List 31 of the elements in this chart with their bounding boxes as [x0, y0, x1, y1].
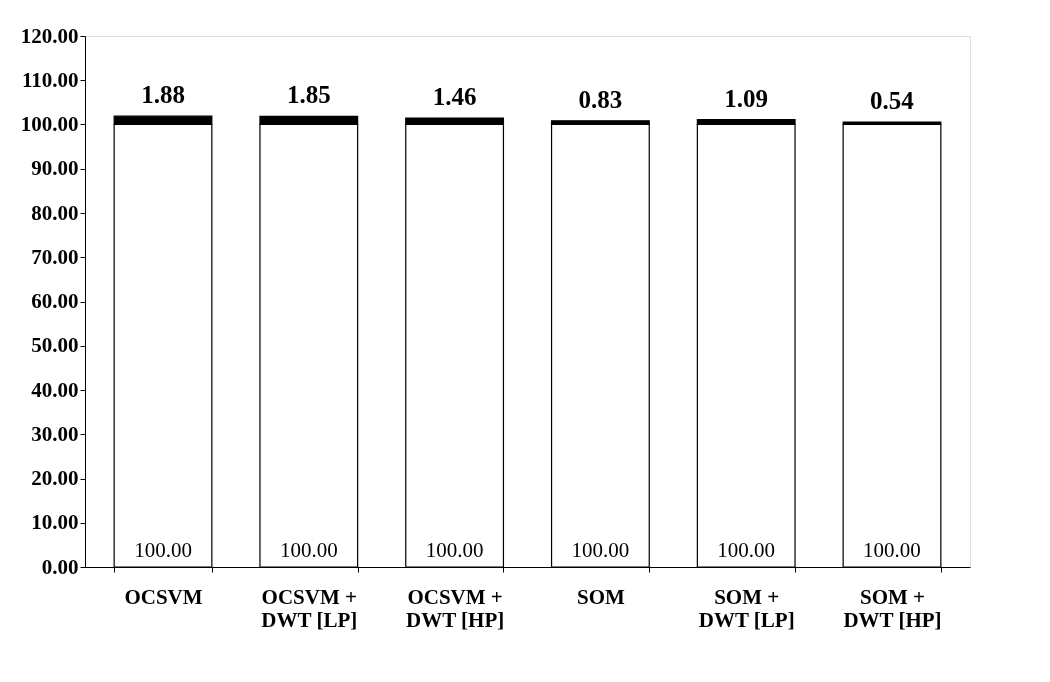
data-label: 100.00 [571, 538, 630, 562]
y-tick-label: 50.00 [31, 333, 79, 358]
x-tick-label: SOM + DWT [LP] [698, 584, 795, 632]
y-tick-label: 60.00 [31, 289, 79, 313]
y-tick-label: 30.00 [31, 421, 79, 446]
x-tick-label: OCSVM + DWT [LP] [261, 584, 358, 632]
data-label: 0.83 [578, 85, 623, 113]
y-tick-label: 120.00 [20, 23, 79, 48]
x-tick-label: SOM [576, 584, 625, 609]
data-label: 100.00 [717, 538, 776, 562]
data-label: 1.85 [286, 81, 331, 109]
data-label: 100.00 [134, 538, 192, 562]
data-label: 1.46 [432, 83, 477, 111]
y-tick-label: 80.00 [31, 200, 79, 225]
y-tick-label: 110.00 [21, 67, 79, 92]
data-label: 100.00 [425, 538, 484, 562]
y-tick-label: 40.00 [31, 377, 79, 402]
y-tick-label: 90.00 [31, 156, 79, 181]
data-label: 1.09 [724, 84, 769, 112]
x-tick-label: OCSVM [124, 584, 203, 609]
data-label: 0.54 [870, 87, 915, 115]
y-tick-label: 70.00 [31, 244, 79, 269]
y-tick-label: 100.00 [20, 112, 79, 136]
y-tick-label: 10.00 [31, 510, 79, 535]
y-tick-label: 20.00 [31, 466, 79, 490]
y-tick-label: 0.00 [41, 554, 79, 579]
data-label: 100.00 [279, 538, 338, 562]
data-label: 1.88 [141, 81, 185, 109]
x-tick-label: SOM + DWT [HP] [843, 584, 942, 632]
x-tick-label: OCSVM + DWT [HP] [406, 584, 505, 632]
data-label: 100.00 [863, 538, 921, 562]
